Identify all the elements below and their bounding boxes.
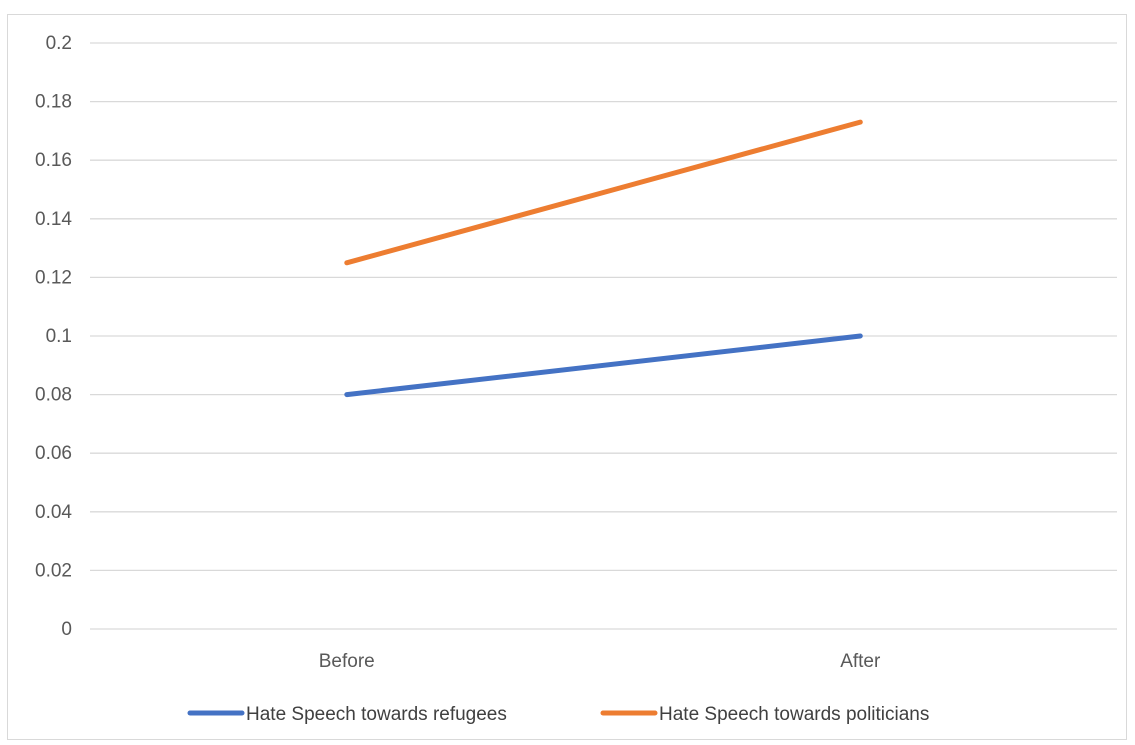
y-tick-label: 0 (61, 619, 72, 640)
y-tick-label: 0.1 (46, 326, 72, 347)
y-tick-label: 0.14 (35, 209, 72, 230)
y-tick-label: 0.04 (35, 502, 72, 523)
chart-frame (7, 14, 1127, 740)
y-tick-label: 0.08 (35, 385, 72, 406)
y-tick-label: 0.18 (35, 92, 72, 113)
legend-label: Hate Speech towards politicians (659, 704, 929, 725)
y-tick-label: 0.16 (35, 150, 72, 171)
x-tick-label: After (840, 651, 881, 672)
y-tick-label: 0.06 (35, 443, 72, 464)
series-line-1 (344, 333, 863, 398)
x-axis-tick-labels: Before After (319, 651, 881, 672)
y-tick-label: 0.12 (35, 267, 72, 288)
y-axis-tick-labels: 0 0.02 0.04 0.06 0.08 0.1 0.12 0.14 0.16 0.18 0.2 (35, 33, 72, 640)
series-line-2 (344, 119, 863, 266)
y-tick-label: 0.2 (46, 33, 72, 54)
legend-label: Hate Speech towards refugees (246, 704, 507, 725)
x-tick-label: Before (319, 651, 375, 672)
y-tick-label: 0.02 (35, 560, 72, 581)
series-lines (344, 119, 863, 398)
gridlines (90, 42, 1117, 630)
legend: Hate Speech towards refugees Hate Speech … (187, 704, 929, 725)
